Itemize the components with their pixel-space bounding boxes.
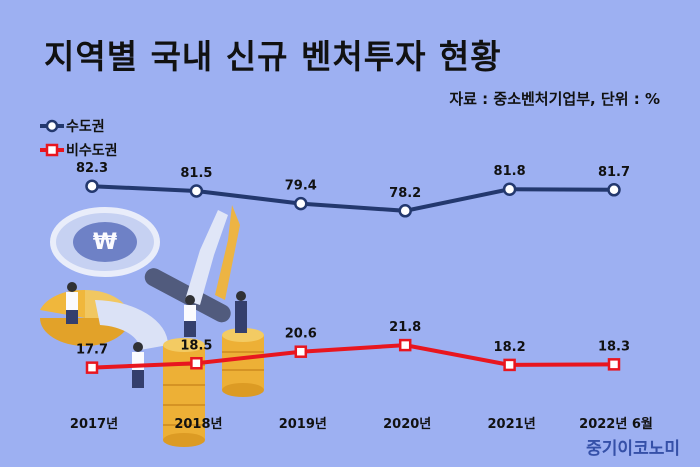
won-coin-icon xyxy=(73,222,137,262)
data-point xyxy=(85,361,99,374)
data-point xyxy=(190,357,203,370)
plot-area: 82.3 81.5 79.4 78.2 81.8 81.7 17.7 18.5 20.6 21.8… xyxy=(76,161,630,374)
x-tick-label: 2017년 xyxy=(70,417,118,432)
data-label: 81.7 xyxy=(598,165,630,180)
data-point xyxy=(294,345,308,358)
data-label: 81.5 xyxy=(180,166,212,181)
data-point xyxy=(607,358,621,371)
series-line xyxy=(91,184,615,213)
source-note: 자료 : 중소벤처기업부, 단위 : % xyxy=(449,90,660,108)
data-label: 18.5 xyxy=(180,338,212,353)
data-label: 20.6 xyxy=(285,327,317,342)
x-axis: 2017년 2018년 2019년 2020년 2021년 2022년 6월 xyxy=(70,416,653,432)
x-tick-label: 2018년 xyxy=(174,417,222,432)
x-tick-label: 2019년 xyxy=(279,417,327,432)
coin-stack-icon xyxy=(222,328,264,397)
legend-marker-icon xyxy=(45,143,59,157)
series-line xyxy=(91,343,615,370)
arrow-icon xyxy=(215,205,240,300)
data-point xyxy=(503,358,516,372)
data-label: 17.7 xyxy=(76,343,108,358)
x-tick-label: 2020년 xyxy=(383,417,431,432)
data-label: 82.3 xyxy=(76,161,108,176)
data-point xyxy=(607,183,621,197)
data-label: 18.2 xyxy=(494,340,526,355)
data-point xyxy=(294,196,308,211)
data-point xyxy=(502,182,517,196)
chart-title: 지역별 국내 신규 벤처투자 현황 xyxy=(44,37,502,76)
legend-label: 수도권 xyxy=(66,119,105,135)
legend-marker-icon xyxy=(45,119,59,133)
x-tick-label: 2022년 6월 xyxy=(579,416,653,432)
coin-illustration: ₩ xyxy=(40,205,264,447)
arrow-icon xyxy=(185,210,228,305)
data-label: 79.4 xyxy=(285,179,317,194)
data-label: 21.8 xyxy=(389,320,421,335)
data-point xyxy=(85,179,99,193)
data-point xyxy=(189,184,204,198)
person-icon xyxy=(235,291,247,333)
legend-item-series-1: 수도권 xyxy=(40,119,105,135)
person-icon xyxy=(184,295,196,337)
data-point xyxy=(398,204,412,218)
donut-icon xyxy=(95,300,168,350)
legend-label: 비수도권 xyxy=(66,143,118,159)
x-tick-label: 2021년 xyxy=(488,417,536,432)
brand-logo: 중기이코노미 xyxy=(586,439,680,459)
person-icon xyxy=(66,282,78,324)
data-label: 18.3 xyxy=(598,339,630,354)
won-sign-icon: ₩ xyxy=(93,230,117,255)
legend-item-series-2: 비수도권 xyxy=(40,143,118,159)
data-point xyxy=(398,338,412,352)
data-label: 78.2 xyxy=(389,186,421,201)
data-label: 81.8 xyxy=(494,164,526,179)
pie-icon xyxy=(40,289,85,318)
legend: 수도권 비수도권 xyxy=(40,119,118,159)
